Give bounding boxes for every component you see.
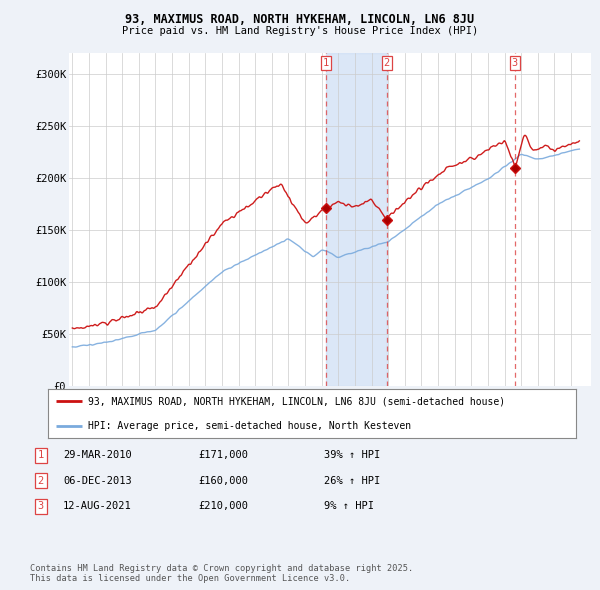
Text: 3: 3 — [38, 502, 44, 511]
Bar — [326, 53, 387, 386]
Text: HPI: Average price, semi-detached house, North Kesteven: HPI: Average price, semi-detached house,… — [88, 421, 411, 431]
Text: 93, MAXIMUS ROAD, NORTH HYKEHAM, LINCOLN, LN6 8JU (semi-detached house): 93, MAXIMUS ROAD, NORTH HYKEHAM, LINCOLN… — [88, 396, 505, 407]
Text: Contains HM Land Registry data © Crown copyright and database right 2025.
This d: Contains HM Land Registry data © Crown c… — [30, 563, 413, 583]
Text: £210,000: £210,000 — [198, 502, 248, 511]
Text: 2: 2 — [38, 476, 44, 486]
Text: 1: 1 — [38, 451, 44, 460]
Text: 29-MAR-2010: 29-MAR-2010 — [63, 451, 132, 460]
Text: 2: 2 — [384, 58, 390, 68]
Text: £171,000: £171,000 — [198, 451, 248, 460]
Text: £160,000: £160,000 — [198, 476, 248, 486]
Text: 93, MAXIMUS ROAD, NORTH HYKEHAM, LINCOLN, LN6 8JU: 93, MAXIMUS ROAD, NORTH HYKEHAM, LINCOLN… — [125, 13, 475, 26]
Text: 39% ↑ HPI: 39% ↑ HPI — [324, 451, 380, 460]
Text: 06-DEC-2013: 06-DEC-2013 — [63, 476, 132, 486]
Text: 3: 3 — [512, 58, 518, 68]
Text: Price paid vs. HM Land Registry's House Price Index (HPI): Price paid vs. HM Land Registry's House … — [122, 26, 478, 36]
Text: 12-AUG-2021: 12-AUG-2021 — [63, 502, 132, 511]
Text: 9% ↑ HPI: 9% ↑ HPI — [324, 502, 374, 511]
Text: 1: 1 — [323, 58, 329, 68]
Text: 26% ↑ HPI: 26% ↑ HPI — [324, 476, 380, 486]
